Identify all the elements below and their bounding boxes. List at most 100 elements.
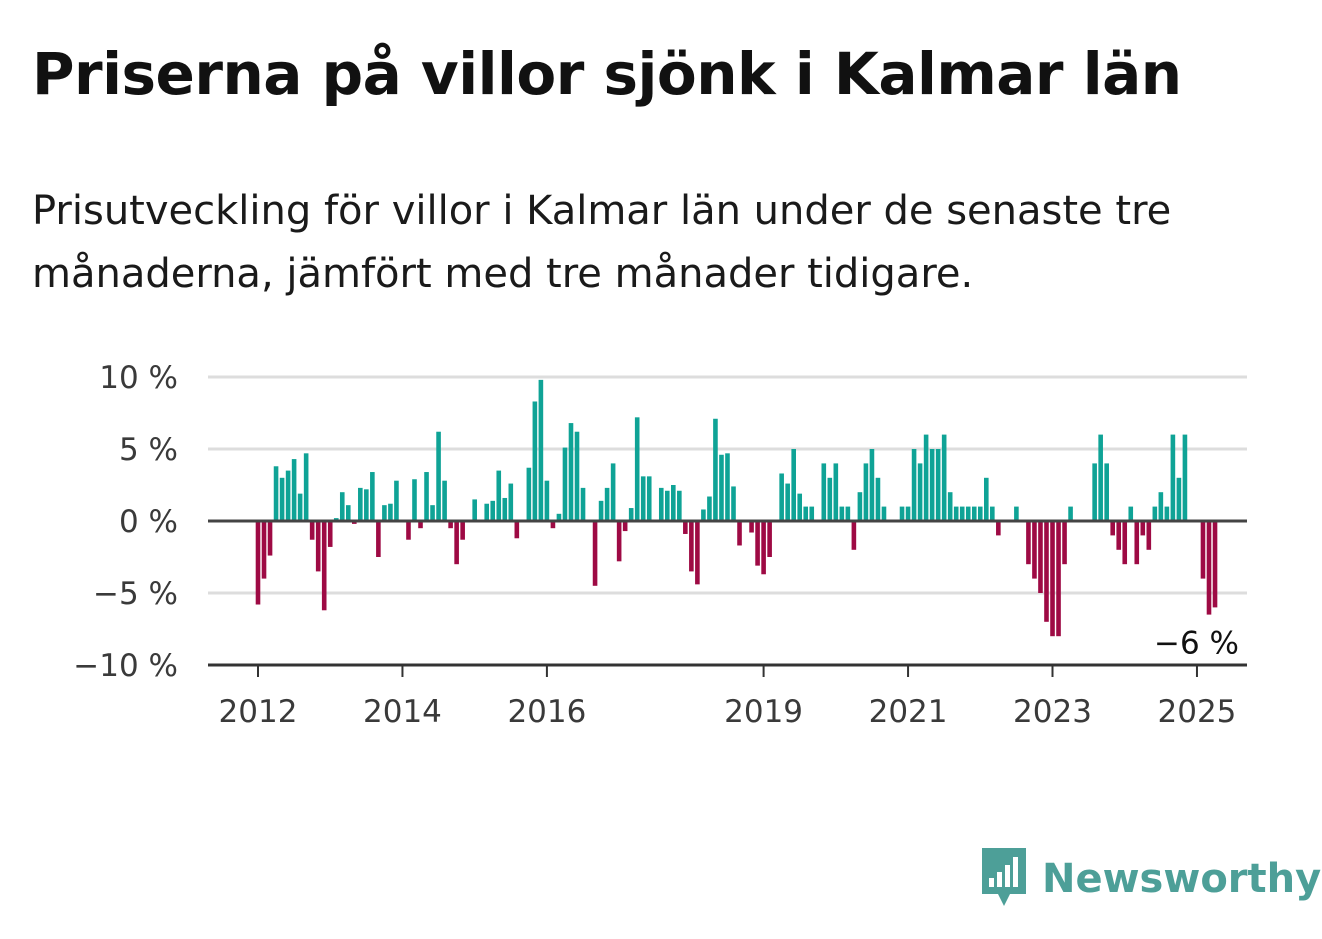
bar <box>677 490 682 521</box>
bar <box>460 521 465 540</box>
bar <box>550 521 556 529</box>
bar <box>1038 521 1043 593</box>
newsworthy-bar-chart-icon <box>982 848 1026 906</box>
bar <box>761 521 766 575</box>
bar <box>634 417 640 521</box>
bar <box>616 521 622 562</box>
bar <box>713 418 718 521</box>
bar <box>941 434 947 521</box>
bar <box>1212 521 1218 608</box>
bar <box>297 493 303 521</box>
bar <box>526 467 532 521</box>
bar <box>562 447 568 521</box>
bar <box>827 477 833 521</box>
newsworthy-logo: Newsworthy <box>980 848 1321 910</box>
bar <box>905 506 911 521</box>
chart-title: Priserna på villor sjönk i Kalmar län <box>32 40 1182 108</box>
bar <box>803 506 809 521</box>
bar <box>755 521 760 566</box>
bar <box>430 505 435 521</box>
bar <box>358 487 363 521</box>
bar <box>321 521 327 611</box>
bar <box>1092 463 1097 521</box>
bar <box>1026 521 1031 565</box>
bar <box>971 506 977 521</box>
bar <box>959 506 965 521</box>
x-tick-label: 2016 <box>507 694 586 730</box>
bar <box>923 434 929 521</box>
bar <box>881 506 887 521</box>
bar <box>947 492 953 521</box>
bar <box>984 477 989 521</box>
bar <box>592 521 598 586</box>
bar <box>875 477 881 521</box>
bar <box>917 463 923 521</box>
bar <box>255 521 261 605</box>
bar <box>1164 506 1170 521</box>
bar <box>574 431 580 521</box>
bar <box>749 521 754 533</box>
bar <box>544 480 550 521</box>
bar <box>424 472 429 521</box>
bar <box>725 453 730 521</box>
bar <box>1062 521 1067 565</box>
brand-name: Newsworthy <box>1042 856 1322 902</box>
bar <box>580 487 586 521</box>
bar <box>785 483 790 521</box>
bar <box>1134 521 1140 565</box>
bar <box>454 521 459 565</box>
bar <box>309 521 315 540</box>
bar <box>598 500 604 521</box>
bar <box>929 449 935 521</box>
bar <box>1140 521 1146 536</box>
bar <box>412 479 417 521</box>
bar <box>1032 521 1037 579</box>
bar <box>899 506 905 521</box>
bar <box>1056 521 1061 637</box>
bar <box>285 470 291 521</box>
bar <box>291 459 297 521</box>
bar <box>1050 521 1055 637</box>
bar <box>610 463 616 521</box>
bar <box>851 521 857 550</box>
bar <box>990 506 995 521</box>
bar <box>514 521 520 539</box>
bar <box>1014 506 1019 521</box>
bar <box>538 379 544 521</box>
bar <box>640 476 646 521</box>
bar <box>315 521 321 572</box>
bar <box>1128 506 1134 521</box>
bar <box>382 505 387 521</box>
y-tick-label: 5 % <box>119 432 178 468</box>
bar <box>1152 506 1158 521</box>
bar <box>273 466 279 521</box>
x-tick-label: 2021 <box>869 694 948 730</box>
bar <box>1206 521 1212 615</box>
bar <box>370 472 375 521</box>
bar <box>508 483 514 521</box>
bar <box>267 521 273 556</box>
bar <box>646 476 652 521</box>
bar <box>695 521 700 585</box>
bar <box>779 473 784 521</box>
bar <box>418 521 423 529</box>
axes <box>208 519 1247 677</box>
bar <box>869 449 875 521</box>
bar <box>406 521 411 540</box>
bar <box>1122 521 1128 565</box>
bar <box>809 506 815 521</box>
bar <box>683 521 688 534</box>
last-value-annotation: −6 % <box>1154 625 1239 661</box>
bar <box>863 463 869 521</box>
bar <box>953 506 959 521</box>
bar <box>935 449 941 521</box>
bar <box>279 477 285 521</box>
bar <box>731 486 736 521</box>
bar <box>303 453 309 521</box>
bar <box>671 485 676 521</box>
bar <box>1158 492 1164 521</box>
bar <box>1170 434 1176 521</box>
bar <box>376 521 381 557</box>
bar <box>502 497 508 521</box>
